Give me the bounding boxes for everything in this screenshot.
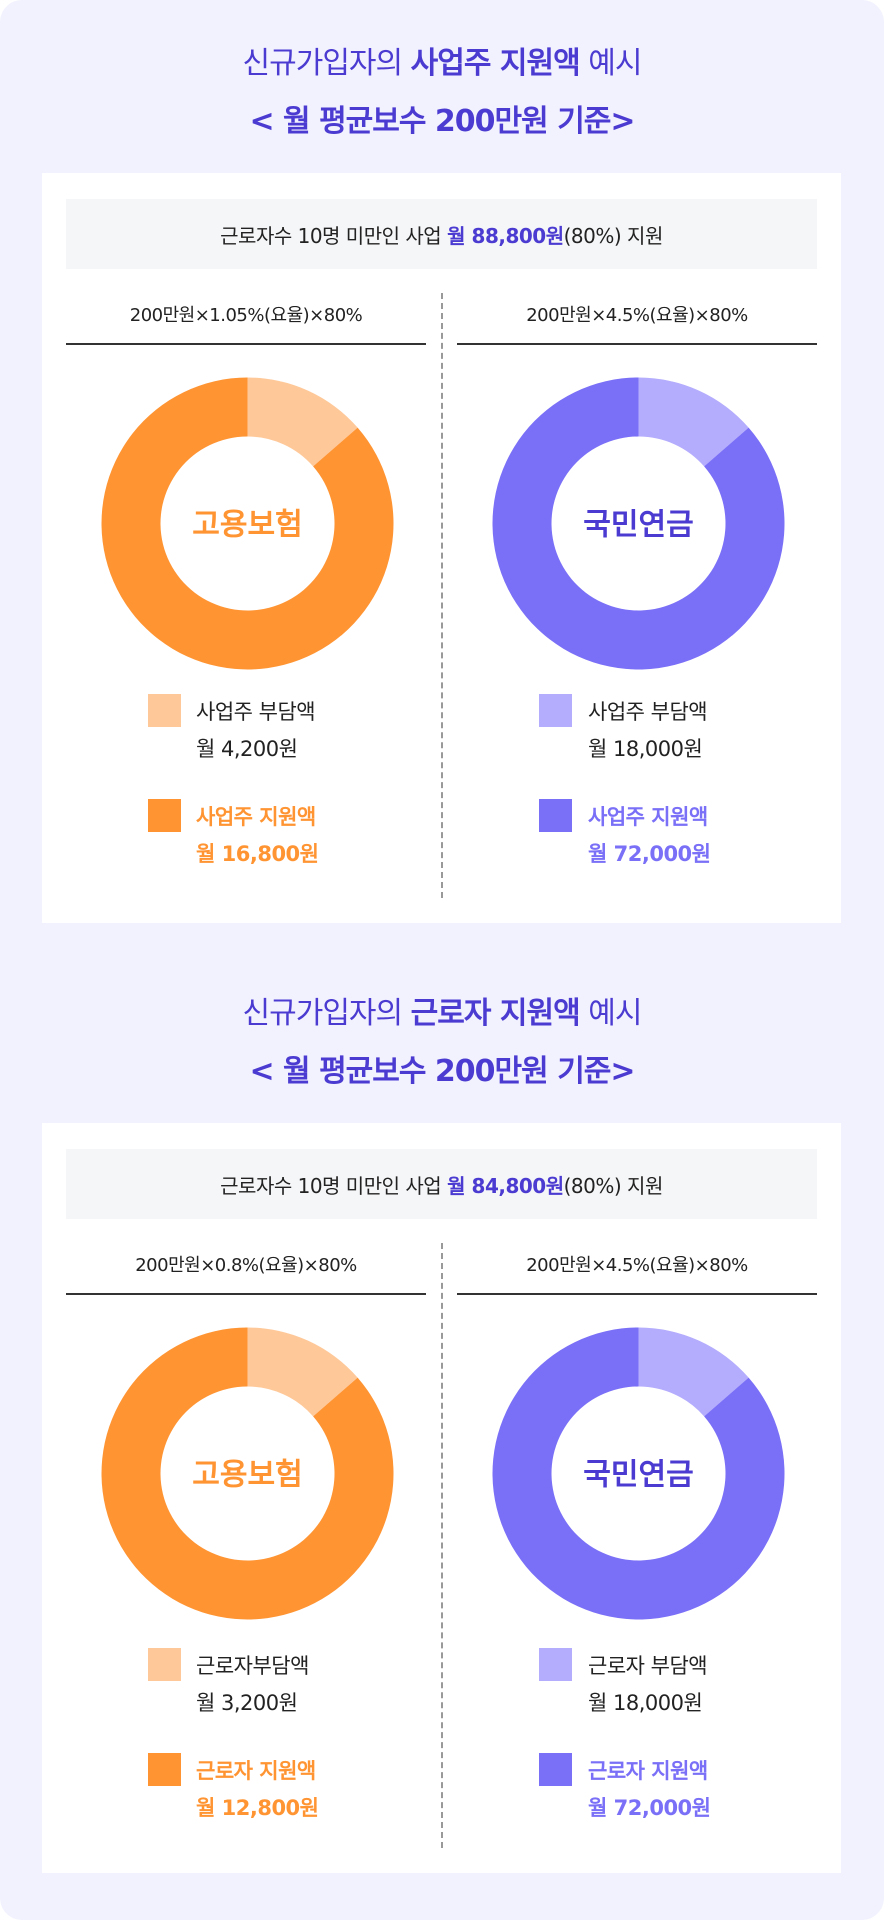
burden-legend-swatch: [539, 694, 572, 727]
burden-value: 월 3,200원: [196, 1691, 298, 1715]
title-prefix: 신규가입자의: [242, 996, 411, 1031]
donut-chart: 국민연금: [492, 1327, 785, 1620]
support-legend-swatch: [148, 799, 181, 832]
donut-center-label: 국민연금: [583, 508, 693, 543]
title-emphasis: 사업주 지원액: [410, 46, 581, 81]
summary-text: 근로자수 10명 미만인 사업: [220, 1173, 442, 1198]
support-value: 월 72,000원: [588, 842, 711, 866]
employer-support-section: 신규가입자의 사업주 지원액 예시 < 월 평균보수 200만원 기준> 근로자…: [0, 0, 884, 950]
section-subtitle: < 월 평균보수 200만원 기준>: [249, 1054, 635, 1089]
support-label: 사업주 지원액: [588, 805, 708, 829]
burden-legend-swatch: [539, 1648, 572, 1681]
burden-label: 사업주 부담액: [196, 700, 316, 724]
donut-chart: 고용보험: [101, 377, 394, 670]
formula-underline: [457, 343, 817, 345]
summary-amount: 월 84,800원: [447, 1173, 564, 1198]
summary-rate: (80%) 지원: [563, 223, 664, 248]
support-legend-swatch: [148, 1753, 181, 1786]
title-suffix: 예시: [579, 46, 642, 81]
donut-center-label: 국민연금: [583, 1458, 693, 1493]
formula-underline: [457, 1293, 817, 1295]
burden-legend-swatch: [148, 1648, 181, 1681]
support-label: 근로자 지원액: [196, 1759, 316, 1783]
section-title: 신규가입자의 근로자 지원액 예시: [0, 988, 884, 1032]
donut-chart: 국민연금: [492, 377, 785, 670]
title-emphasis: 근로자 지원액: [410, 996, 581, 1031]
section-title: 신규가입자의 사업주 지원액 예시: [0, 38, 884, 82]
burden-value: 월 4,200원: [196, 737, 298, 761]
support-value: 월 72,000원: [588, 1796, 711, 1820]
donut-center-label: 고용보험: [192, 1458, 302, 1493]
support-segment: [101, 377, 394, 670]
burden-segment: [247, 1327, 358, 1417]
burden-legend-swatch: [148, 694, 181, 727]
support-segment: [101, 1327, 394, 1620]
formula-text: 200만원×1.05%(요율)×80%: [129, 305, 363, 326]
support-value: 월 12,800원: [196, 1796, 319, 1820]
support-segment: [492, 377, 785, 670]
summary-box: 근로자수 10명 미만인 사업 월 88,800원 (80%) 지원: [66, 199, 817, 269]
title-suffix: 예시: [579, 996, 642, 1031]
formula-underline: [66, 343, 426, 345]
formula-text: 200만원×4.5%(요율)×80%: [526, 305, 748, 326]
burden-label: 사업주 부담액: [588, 700, 708, 724]
burden-segment: [638, 377, 749, 467]
column-divider: [441, 293, 443, 898]
support-label: 사업주 지원액: [196, 805, 316, 829]
summary-rate: (80%) 지원: [563, 1173, 664, 1198]
support-label: 근로자 지원액: [588, 1759, 708, 1783]
burden-label: 근로자부담액: [196, 1654, 309, 1678]
donut-center-label: 고용보험: [192, 508, 302, 543]
burden-segment: [247, 377, 358, 467]
summary-amount: 월 88,800원: [447, 223, 564, 248]
burden-label: 근로자 부담액: [588, 1654, 708, 1678]
formula-text: 200만원×0.8%(요율)×80%: [135, 1255, 357, 1276]
formula-underline: [66, 1293, 426, 1295]
summary-card: 근로자수 10명 미만인 사업 월 88,800원 (80%) 지원 200만원…: [42, 173, 841, 923]
summary-text: 근로자수 10명 미만인 사업: [220, 223, 442, 248]
column-divider: [441, 1243, 443, 1848]
burden-segment: [638, 1327, 749, 1417]
summary-card: 근로자수 10명 미만인 사업 월 84,800원 (80%) 지원 200만원…: [42, 1123, 841, 1873]
burden-value: 월 18,000원: [588, 737, 703, 761]
title-prefix: 신규가입자의: [242, 46, 411, 81]
donut-chart: 고용보험: [101, 1327, 394, 1620]
worker-support-section: 신규가입자의 근로자 지원액 예시 < 월 평균보수 200만원 기준> 근로자…: [0, 950, 884, 1900]
burden-value: 월 18,000원: [588, 1691, 703, 1715]
formula-text: 200만원×4.5%(요율)×80%: [526, 1255, 748, 1276]
summary-box: 근로자수 10명 미만인 사업 월 84,800원 (80%) 지원: [66, 1149, 817, 1219]
support-legend-swatch: [539, 799, 572, 832]
support-legend-swatch: [539, 1753, 572, 1786]
support-segment: [492, 1327, 785, 1620]
support-value: 월 16,800원: [196, 842, 319, 866]
section-subtitle: < 월 평균보수 200만원 기준>: [249, 104, 635, 139]
